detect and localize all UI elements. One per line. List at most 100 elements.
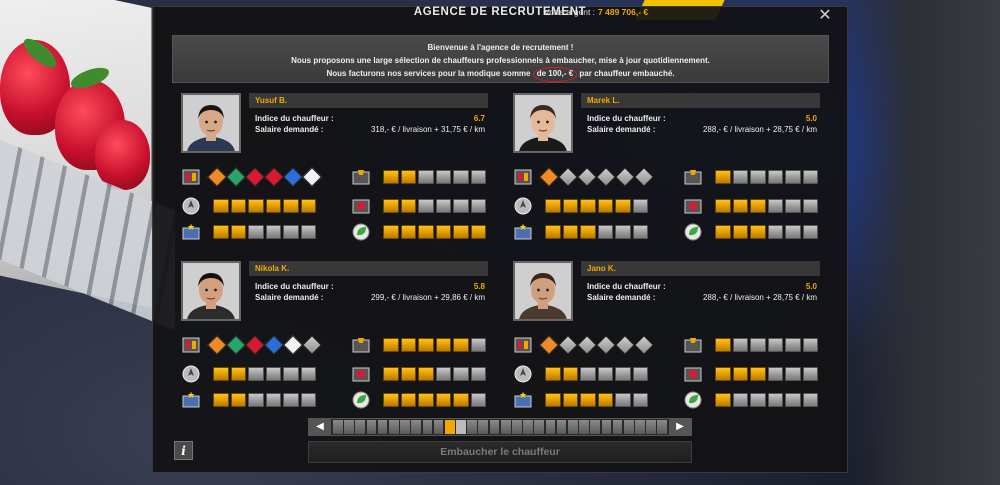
adr-locked-icon (302, 335, 322, 355)
money-value: 7 489 706,- € (598, 7, 649, 17)
driver-index-value: 6.7 (473, 114, 485, 123)
pager-next-arrow-icon[interactable]: ▶ (669, 419, 691, 435)
pager-page-dot[interactable] (567, 420, 578, 434)
level-segment (400, 338, 416, 352)
pager-page-dot[interactable] (646, 420, 656, 434)
fragile-cargo-level (383, 170, 486, 184)
adr-skill-icon (181, 335, 201, 355)
driver-index-row: Indice du chauffeur : 5.0 (587, 114, 817, 123)
level-segment (802, 367, 818, 381)
svg-text:★: ★ (519, 390, 527, 400)
pager-page-dot[interactable] (344, 420, 354, 434)
pager-page-dot[interactable] (422, 420, 433, 434)
pager-page-dot[interactable] (635, 420, 645, 434)
level-segment (732, 225, 748, 239)
driver-card[interactable]: Nikola K. Indice du chauffeur : 5.8 Sala… (181, 261, 499, 421)
pager-prev-arrow-icon[interactable]: ◀ (309, 419, 331, 435)
level-segment (213, 199, 229, 213)
level-segment (767, 225, 783, 239)
level-segment (248, 393, 264, 407)
pager-page-dot[interactable] (388, 420, 399, 434)
level-segment (248, 367, 264, 381)
dark-edge-graphic (850, 0, 1000, 485)
pager-page-dot[interactable] (612, 420, 623, 434)
pager-page-dot[interactable] (456, 420, 466, 434)
skill-eco-driving (683, 222, 843, 241)
pager-page-dot[interactable] (590, 420, 600, 434)
pager-page-dot[interactable] (523, 420, 533, 434)
hire-driver-button[interactable]: Embaucher le chauffeur (308, 441, 692, 463)
high-value-cargo-icon: ★ (513, 390, 533, 410)
pager-page-dot[interactable] (467, 420, 477, 434)
adr-locked-icon (634, 335, 654, 355)
level-segment (785, 338, 801, 352)
level-segment (545, 225, 561, 239)
skill-fragile (351, 335, 511, 353)
pager-page-dot[interactable] (478, 420, 489, 434)
just-in-time-level (715, 367, 818, 381)
driver-card[interactable]: Marek L. Indice du chauffeur : 5.0 Salai… (513, 93, 831, 253)
level-segment (230, 199, 246, 213)
pager-page-dot[interactable] (411, 420, 421, 434)
level-segment (715, 170, 731, 184)
driver-card[interactable]: Jano K. Indice du chauffeur : 5.0 Salair… (513, 261, 831, 421)
driver-index-label: Indice du chauffeur : (587, 282, 666, 291)
adr-skill-icon (181, 167, 201, 187)
level-segment (383, 170, 399, 184)
driver-card[interactable]: Yusuf B. Indice du chauffeur : 6.7 Salai… (181, 93, 499, 253)
level-segment (732, 367, 748, 381)
level-segment (615, 393, 631, 407)
level-segment (632, 367, 648, 381)
level-segment (802, 199, 818, 213)
pager-page-dot[interactable] (433, 420, 444, 434)
level-segment (470, 367, 486, 381)
level-segment (802, 170, 818, 184)
driver-salary-row: Salaire demandé : 288,- € / livraison + … (587, 125, 817, 134)
level-segment (632, 199, 648, 213)
skill-long-distance (513, 364, 673, 383)
pager-page-dot[interactable] (545, 420, 556, 434)
high-value-cargo-icon: ★ (181, 222, 201, 242)
adr-gas-icon (226, 335, 246, 355)
level-segment (213, 225, 229, 239)
pager-page-dot[interactable] (400, 420, 410, 434)
pager-page-dot[interactable] (512, 420, 522, 434)
high-value-cargo-level (545, 393, 648, 407)
pager-page-dot[interactable] (556, 420, 567, 434)
info-icon[interactable]: i (174, 441, 193, 460)
level-segment (767, 338, 783, 352)
adr-flammable-icon (245, 167, 265, 187)
skill-just-in-time (683, 364, 843, 382)
level-segment (230, 393, 246, 407)
high-value-cargo-icon: ★ (181, 390, 201, 410)
level-segment (400, 170, 416, 184)
adr-classes (539, 167, 654, 187)
adr-locked-icon (615, 335, 635, 355)
pager-page-dot[interactable] (366, 420, 377, 434)
skill-long-distance (513, 196, 673, 215)
pager-page-dot[interactable] (489, 420, 500, 434)
skill-high-value: ★ (513, 390, 673, 408)
pager-page-dot[interactable] (579, 420, 589, 434)
eco-driving-icon (351, 390, 371, 410)
level-segment (400, 199, 416, 213)
eco-driving-level (715, 225, 818, 239)
level-segment (248, 199, 264, 213)
adr-explosive-icon (539, 335, 559, 355)
pager-page-dot[interactable] (500, 420, 511, 434)
pager-dots (331, 420, 669, 434)
pager-page-dot[interactable] (377, 420, 388, 434)
driver-salary-label: Salaire demandé : (255, 293, 324, 302)
window-title: AGENCE DE RECRUTEMENT (413, 6, 587, 18)
pager-page-dot[interactable] (444, 420, 455, 434)
pager-page-dot[interactable] (657, 420, 668, 434)
level-segment (785, 393, 801, 407)
pager-page-dot[interactable] (333, 420, 343, 434)
close-icon[interactable]: ✕ (818, 7, 832, 24)
pager-page-dot[interactable] (355, 420, 366, 434)
level-segment (453, 199, 469, 213)
level-segment (732, 199, 748, 213)
pager-page-dot[interactable] (623, 420, 634, 434)
pager-page-dot[interactable] (601, 420, 612, 434)
pager-page-dot[interactable] (534, 420, 545, 434)
